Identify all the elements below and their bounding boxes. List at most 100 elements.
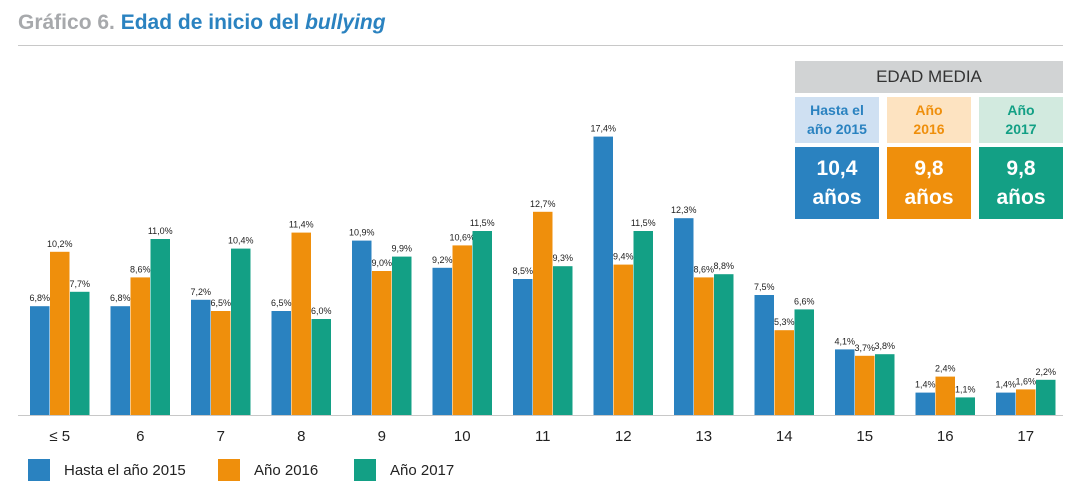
data-label-2015-8: 12,3% — [671, 205, 697, 215]
average-age-2016-label-line1: Año — [915, 102, 943, 118]
x-tick-label-11: 16 — [937, 428, 954, 445]
data-label-2017-5: 11,5% — [470, 218, 495, 228]
data-label-2015-12: 1,4% — [995, 380, 1016, 390]
average-age-2016-value: 9,8 — [914, 157, 944, 180]
bar-2016-11 — [935, 376, 955, 415]
data-label-2017-8: 8,8% — [713, 261, 734, 271]
chart-legend: Hasta el año 2015 Año 2016 Año 2017 — [0, 459, 600, 485]
x-tick-label-4: 9 — [378, 428, 386, 445]
data-label-2016-11: 2,4% — [935, 364, 956, 374]
average-age-2017-label-line1: Año — [1007, 102, 1035, 118]
average-age-heading: EDAD MEDIA — [795, 61, 1063, 93]
bar-2017-7 — [633, 231, 653, 415]
data-label-2015-7: 17,4% — [590, 124, 616, 134]
bar-2015-6 — [513, 279, 533, 415]
chart-title-prefix: Gráfico 6. — [18, 11, 115, 34]
average-age-2016: Año 2016 9,8 años — [887, 97, 971, 219]
data-label-2015-3: 6,5% — [271, 298, 292, 308]
bar-2017-3 — [311, 319, 331, 415]
average-age-2017-label-line2: 2017 — [1005, 121, 1037, 137]
data-label-2016-1: 8,6% — [130, 264, 151, 274]
data-label-2016-9: 5,3% — [774, 317, 795, 327]
average-age-2015-unit: años — [812, 186, 862, 209]
x-tick-label-6: 11 — [535, 428, 551, 445]
bar-2017-6 — [553, 266, 573, 415]
data-label-2016-8: 8,6% — [693, 264, 714, 274]
bar-2016-10 — [855, 355, 875, 415]
x-tick-label-3: 8 — [297, 428, 305, 445]
legend-item-2016: Año 2016 — [218, 459, 318, 481]
x-tick-label-1: 6 — [136, 428, 144, 445]
bar-2015-0 — [30, 306, 50, 415]
legend-swatch-2017 — [354, 459, 376, 481]
bar-2015-4 — [352, 240, 372, 415]
bar-2017-2 — [231, 248, 251, 415]
data-label-2015-5: 9,2% — [432, 255, 453, 265]
bar-2016-0 — [50, 251, 70, 415]
bar-2017-8 — [714, 274, 734, 415]
bar-2016-4 — [372, 271, 392, 415]
data-label-2015-9: 7,5% — [754, 282, 775, 292]
x-tick-label-0: ≤ 5 — [49, 428, 70, 445]
legend-item-2015: Hasta el año 2015 — [28, 459, 186, 481]
data-label-2017-1: 11,0% — [148, 226, 173, 236]
data-label-2017-12: 2,2% — [1035, 367, 1056, 377]
data-label-2016-7: 9,4% — [613, 252, 634, 262]
average-age-2015-label-line2: año 2015 — [807, 121, 867, 137]
bar-2016-12 — [1016, 389, 1036, 415]
legend-label-2015: Hasta el año 2015 — [64, 461, 186, 479]
data-label-2016-0: 10,2% — [47, 239, 73, 249]
bar-2016-8 — [694, 277, 714, 415]
data-label-2015-10: 4,1% — [834, 336, 855, 346]
x-tick-label-2: 7 — [217, 428, 225, 445]
x-tick-label-12: 17 — [1017, 428, 1034, 445]
bar-2017-5 — [472, 231, 492, 415]
x-tick-label-9: 14 — [776, 428, 793, 445]
data-label-2017-9: 6,6% — [794, 296, 815, 306]
bar-2015-3 — [271, 311, 291, 415]
average-age-2015-value: 10,4 — [816, 157, 858, 180]
bar-2015-1 — [110, 306, 130, 415]
bar-2015-8 — [674, 218, 694, 415]
average-age-2015-value-box: 10,4 años — [795, 147, 879, 219]
bar-2015-9 — [754, 295, 774, 415]
average-age-2016-value-box: 9,8 años — [887, 147, 971, 219]
legend-item-2017: Año 2017 — [354, 459, 454, 481]
data-label-2015-2: 7,2% — [190, 287, 211, 297]
average-age-2017-value: 9,8 — [1006, 157, 1036, 180]
data-label-2017-11: 1,1% — [955, 384, 976, 394]
average-age-2017-label: Año 2017 — [979, 97, 1063, 143]
data-label-2015-4: 10,9% — [349, 228, 375, 238]
bar-2016-1 — [130, 277, 150, 415]
bar-2016-3 — [291, 232, 311, 415]
data-label-2015-6: 8,5% — [512, 266, 533, 276]
data-label-2017-7: 11,5% — [631, 218, 656, 228]
bar-2017-9 — [794, 309, 814, 415]
average-age-2015-label: Hasta el año 2015 — [795, 97, 879, 143]
data-label-2017-4: 9,9% — [391, 244, 412, 254]
average-age-2017: Año 2017 9,8 años — [979, 97, 1063, 219]
data-label-2016-6: 12,7% — [530, 199, 556, 209]
bar-2015-10 — [835, 349, 855, 415]
legend-label-2016: Año 2016 — [254, 461, 319, 479]
data-label-2017-10: 3,8% — [874, 341, 895, 351]
average-age-2015-label-line1: Hasta el — [810, 102, 864, 118]
data-label-2015-11: 1,4% — [915, 380, 936, 390]
average-age-2015: Hasta el año 2015 10,4 años — [795, 97, 879, 219]
bar-2017-4 — [392, 256, 412, 415]
bar-2015-12 — [996, 392, 1016, 415]
title-divider — [18, 45, 1063, 46]
bar-2015-7 — [593, 136, 613, 415]
average-age-2016-unit: años — [904, 186, 954, 209]
bar-2017-10 — [875, 354, 895, 415]
chart-title-main: Edad de inicio del — [120, 11, 300, 34]
chart-title-emphasis: bullying — [305, 11, 386, 34]
bar-2017-0 — [70, 291, 90, 415]
data-label-2016-12: 1,6% — [1015, 376, 1036, 386]
chart-title: Gráfico 6. Edad de inicio del bullying — [18, 11, 386, 35]
data-label-2015-1: 6,8% — [110, 293, 131, 303]
data-label-2016-10: 3,7% — [854, 343, 875, 353]
bar-2016-9 — [774, 330, 794, 415]
data-label-2016-5: 10,6% — [449, 232, 475, 242]
